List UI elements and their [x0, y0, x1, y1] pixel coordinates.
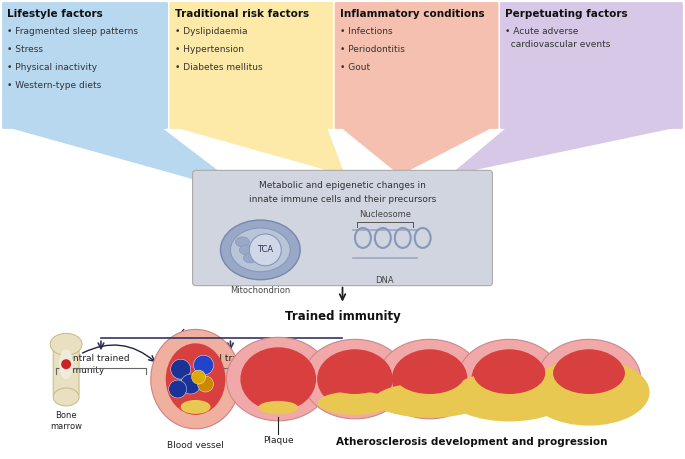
- Text: Plaque: Plaque: [263, 436, 294, 445]
- Circle shape: [61, 359, 71, 369]
- Ellipse shape: [551, 349, 627, 409]
- Circle shape: [249, 234, 282, 266]
- Text: • Western-type diets: • Western-type diets: [8, 81, 101, 90]
- Ellipse shape: [317, 349, 393, 409]
- Ellipse shape: [471, 349, 547, 409]
- Circle shape: [171, 359, 190, 379]
- Text: Nucleosome: Nucleosome: [359, 210, 411, 219]
- Ellipse shape: [240, 245, 253, 255]
- Text: • Gout: • Gout: [340, 63, 370, 72]
- Text: • Fragmented sleep patterns: • Fragmented sleep patterns: [8, 27, 138, 36]
- Ellipse shape: [528, 359, 649, 425]
- Text: • Stress: • Stress: [8, 45, 43, 54]
- Text: Atherosclerosis development and progression: Atherosclerosis development and progress…: [336, 437, 608, 447]
- Text: Perpetuating factors: Perpetuating factors: [506, 9, 628, 19]
- Ellipse shape: [537, 339, 640, 419]
- Ellipse shape: [374, 383, 486, 418]
- Polygon shape: [8, 128, 251, 195]
- Ellipse shape: [319, 352, 391, 394]
- Text: cardiovascular events: cardiovascular events: [506, 40, 611, 49]
- Ellipse shape: [181, 400, 210, 414]
- Ellipse shape: [378, 339, 482, 419]
- Ellipse shape: [449, 371, 570, 421]
- Ellipse shape: [473, 352, 545, 394]
- Text: • Physical inactivity: • Physical inactivity: [8, 63, 97, 72]
- Text: innate immune cells and their precursors: innate immune cells and their precursors: [249, 195, 436, 204]
- Ellipse shape: [227, 337, 330, 421]
- Text: Mitochondrion: Mitochondrion: [230, 285, 290, 295]
- Text: • Diabetes mellitus: • Diabetes mellitus: [175, 63, 262, 72]
- Polygon shape: [175, 128, 345, 175]
- FancyBboxPatch shape: [169, 1, 334, 129]
- Text: Blood vessel: Blood vessel: [167, 441, 224, 450]
- Polygon shape: [341, 128, 493, 175]
- Ellipse shape: [236, 237, 249, 247]
- Ellipse shape: [59, 349, 73, 379]
- Text: Bone
marrow: Bone marrow: [50, 411, 82, 431]
- Circle shape: [169, 380, 186, 398]
- Text: • Hypertension: • Hypertension: [175, 45, 244, 54]
- Ellipse shape: [392, 349, 467, 409]
- Ellipse shape: [458, 339, 561, 419]
- Text: Lifestyle factors: Lifestyle factors: [8, 9, 103, 19]
- Ellipse shape: [166, 343, 225, 415]
- Ellipse shape: [553, 352, 625, 394]
- Text: TCA: TCA: [258, 246, 273, 254]
- Ellipse shape: [318, 392, 393, 415]
- Ellipse shape: [243, 253, 258, 263]
- Circle shape: [194, 355, 214, 375]
- FancyBboxPatch shape: [192, 170, 493, 285]
- Ellipse shape: [240, 347, 316, 411]
- Text: • Infections: • Infections: [340, 27, 393, 36]
- Ellipse shape: [258, 401, 298, 414]
- Text: Traditional risk factors: Traditional risk factors: [175, 9, 309, 19]
- Ellipse shape: [50, 333, 82, 355]
- Text: Trained immunity: Trained immunity: [285, 309, 400, 323]
- Circle shape: [197, 376, 214, 392]
- Text: Inflammatory conditions: Inflammatory conditions: [340, 9, 484, 19]
- FancyBboxPatch shape: [499, 1, 684, 129]
- Text: • Acute adverse: • Acute adverse: [506, 27, 579, 36]
- FancyBboxPatch shape: [334, 1, 499, 129]
- Ellipse shape: [230, 228, 290, 272]
- Ellipse shape: [151, 330, 240, 429]
- FancyBboxPatch shape: [53, 341, 79, 397]
- FancyBboxPatch shape: [1, 1, 169, 129]
- Circle shape: [192, 370, 206, 384]
- Ellipse shape: [53, 388, 79, 406]
- Text: • Periodontitis: • Periodontitis: [340, 45, 405, 54]
- Text: Metabolic and epigenetic changes in: Metabolic and epigenetic changes in: [259, 181, 426, 190]
- Polygon shape: [449, 128, 677, 175]
- Ellipse shape: [394, 352, 466, 394]
- Circle shape: [181, 374, 201, 394]
- Ellipse shape: [242, 351, 314, 395]
- Ellipse shape: [221, 220, 300, 280]
- Ellipse shape: [303, 339, 407, 419]
- Text: Peripheral trained immunity: Peripheral trained immunity: [175, 354, 303, 363]
- Text: Central trained
immunity: Central trained immunity: [61, 354, 129, 375]
- Text: • Dyslipidaemia: • Dyslipidaemia: [175, 27, 247, 36]
- Text: DNA: DNA: [375, 276, 394, 285]
